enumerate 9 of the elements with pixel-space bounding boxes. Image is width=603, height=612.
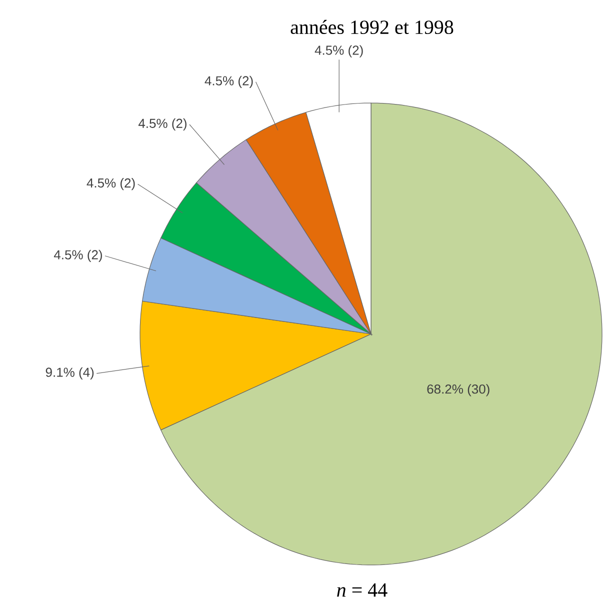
data-label: 4.5% (2) <box>204 76 253 88</box>
data-label: 9.1% (4) <box>46 367 94 380</box>
data-label: 4.5% (2) <box>314 45 363 58</box>
chart-title: années 1992 et 1998 <box>290 20 454 34</box>
data-label: 4.5% (2) <box>54 250 102 262</box>
data-label: 4.5% (2) <box>138 118 186 131</box>
data-label: 4.5% (2) <box>86 178 135 190</box>
data-label: 68.2% (30) <box>427 384 490 396</box>
text: n = 44 <box>337 583 388 597</box>
